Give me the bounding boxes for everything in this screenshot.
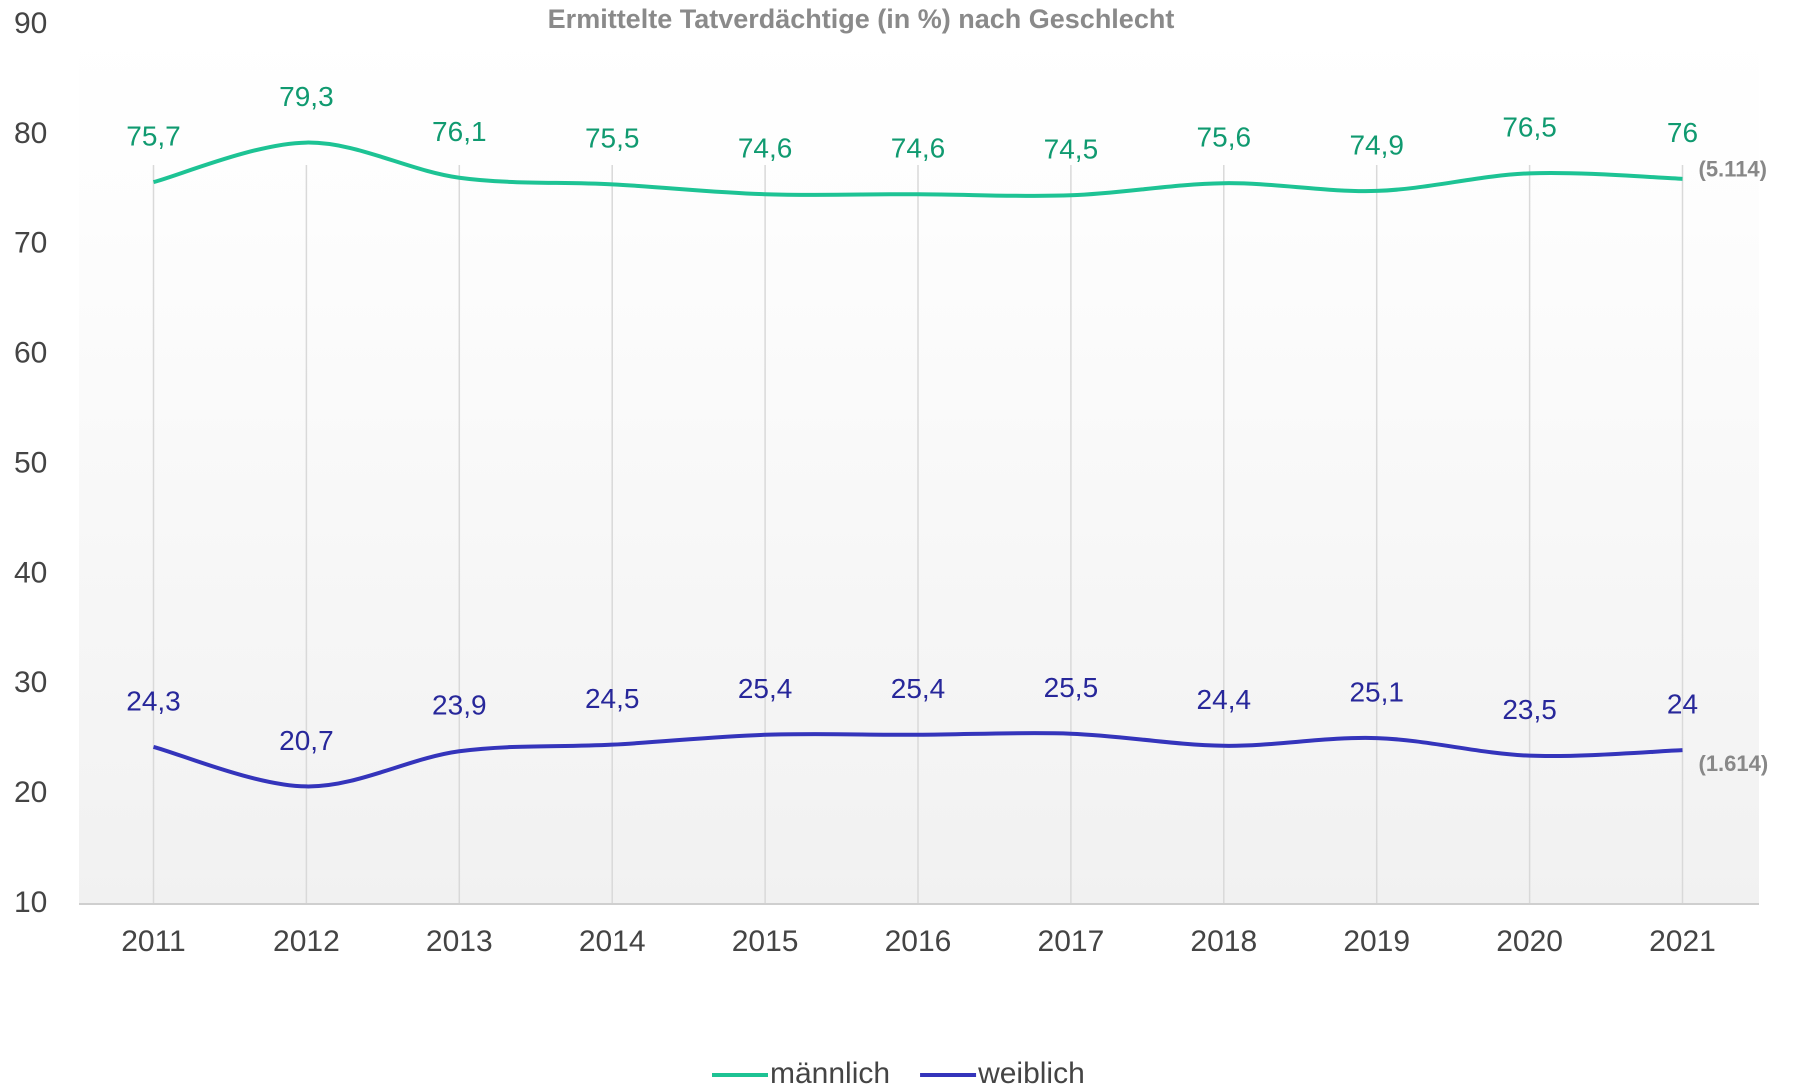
plot-background — [79, 25, 1759, 904]
annotation: (5.114) — [1699, 157, 1768, 182]
x-tick-label: 2017 — [1038, 925, 1105, 958]
data-label: 23,5 — [1502, 694, 1557, 725]
legend-label: männlich — [770, 1057, 890, 1086]
data-label: 79,3 — [279, 81, 334, 112]
data-label: 24 — [1667, 689, 1698, 720]
data-label: 76,1 — [432, 116, 487, 147]
data-label: 76,5 — [1502, 112, 1557, 143]
data-label: 24,4 — [1197, 684, 1252, 715]
x-tick-label: 2011 — [121, 925, 186, 958]
y-tick-label: 10 — [14, 886, 47, 919]
data-label: 25,5 — [1044, 672, 1099, 703]
y-tick-label: 80 — [14, 117, 47, 150]
data-label: 75,7 — [126, 121, 181, 152]
y-tick-label: 20 — [14, 776, 47, 809]
data-label: 74,9 — [1349, 129, 1404, 160]
data-label: 74,6 — [738, 133, 793, 164]
data-label: 25,4 — [738, 673, 793, 704]
data-label: 74,5 — [1044, 134, 1099, 165]
data-label: 76 — [1667, 117, 1698, 148]
legend-label: weiblich — [977, 1057, 1085, 1086]
data-label: 25,4 — [891, 673, 946, 704]
series-line — [152, 140, 1683, 198]
annotation: (1.614) — [1699, 751, 1769, 776]
y-tick-label: 50 — [14, 446, 47, 479]
x-tick-label: 2016 — [885, 925, 952, 958]
x-tick-label: 2021 — [1649, 925, 1716, 958]
y-tick-label: 90 — [14, 7, 47, 40]
data-label: 74,6 — [891, 133, 946, 164]
x-tick-label: 2019 — [1343, 925, 1410, 958]
x-tick-label: 2018 — [1190, 925, 1257, 958]
data-label: 24,3 — [126, 685, 181, 716]
x-tick-label: 2013 — [426, 925, 493, 958]
chart-title: Ermittelte Tatverdächtige (in %) nach Ge… — [548, 4, 1175, 34]
data-label: 23,9 — [432, 690, 487, 721]
y-tick-label: 60 — [14, 337, 47, 370]
series-line — [152, 731, 1683, 789]
data-label: 25,1 — [1349, 676, 1404, 707]
y-tick-label: 40 — [14, 556, 47, 589]
x-tick-label: 2020 — [1496, 925, 1563, 958]
y-tick-label: 70 — [14, 227, 47, 260]
x-tick-label: 2015 — [732, 925, 799, 958]
data-label: 75,5 — [585, 123, 640, 154]
data-label: 20,7 — [279, 725, 334, 756]
x-tick-label: 2012 — [273, 925, 340, 958]
y-tick-label: 30 — [14, 666, 47, 699]
data-label: 24,5 — [585, 683, 640, 714]
data-label: 75,6 — [1197, 122, 1252, 153]
x-tick-label: 2014 — [579, 925, 646, 958]
